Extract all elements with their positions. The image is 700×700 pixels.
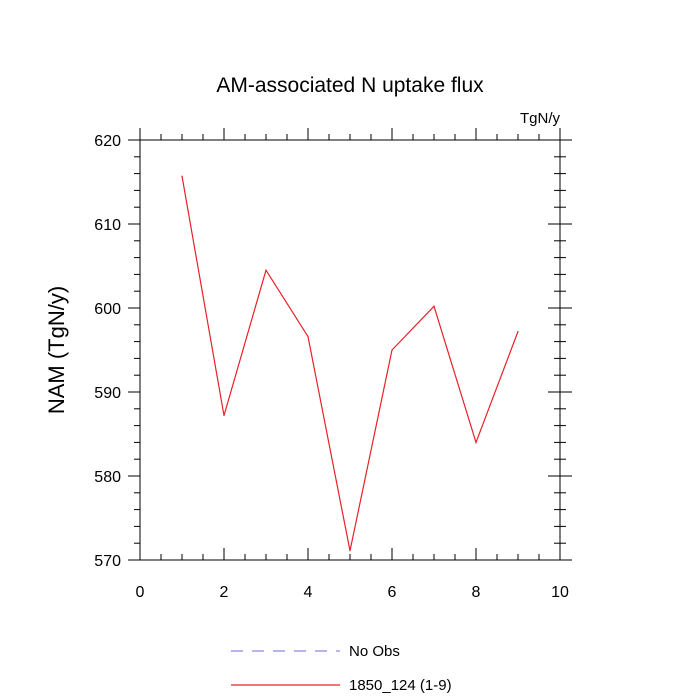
axis-ticks (128, 128, 572, 561)
chart-title: AM-associated N uptake flux (216, 74, 484, 97)
y-tick-label: 610 (94, 217, 121, 234)
data-point (475, 441, 477, 443)
series-line-1 (181, 175, 519, 551)
series-layer (181, 175, 519, 552)
legend-label-0: No Obs (349, 643, 400, 660)
legend-label-1: 1850_124 (1-9) (349, 677, 452, 694)
y-tick-label: 620 (94, 133, 121, 150)
units-label: TgN/y (520, 110, 561, 127)
x-tick-label: 8 (472, 584, 481, 601)
axis-tick-labels: 0 2 4 6 8 10 570 580 590 600 610 620 (94, 133, 569, 601)
y-tick-label: 570 (94, 553, 121, 570)
data-point (307, 335, 309, 338)
data-point (391, 349, 393, 351)
data-point (223, 414, 225, 417)
x-tick-label: 10 (551, 584, 569, 601)
x-tick-label: 4 (304, 584, 313, 601)
data-point (433, 305, 435, 307)
x-tick-label: 2 (220, 584, 229, 601)
x-tick-label: 6 (388, 584, 397, 601)
data-point (181, 175, 183, 177)
y-axis-label: NAM (TgN/y) (44, 286, 69, 414)
legend: No Obs 1850_124 (1-9) (231, 643, 452, 694)
y-tick-label: 590 (94, 385, 121, 402)
data-point (265, 269, 267, 271)
y-tick-label: 600 (94, 301, 121, 318)
data-point (517, 330, 519, 333)
plot-frame (139, 139, 561, 561)
x-tick-label: 0 (136, 584, 145, 601)
data-point (349, 550, 351, 552)
y-tick-label: 580 (94, 469, 121, 486)
